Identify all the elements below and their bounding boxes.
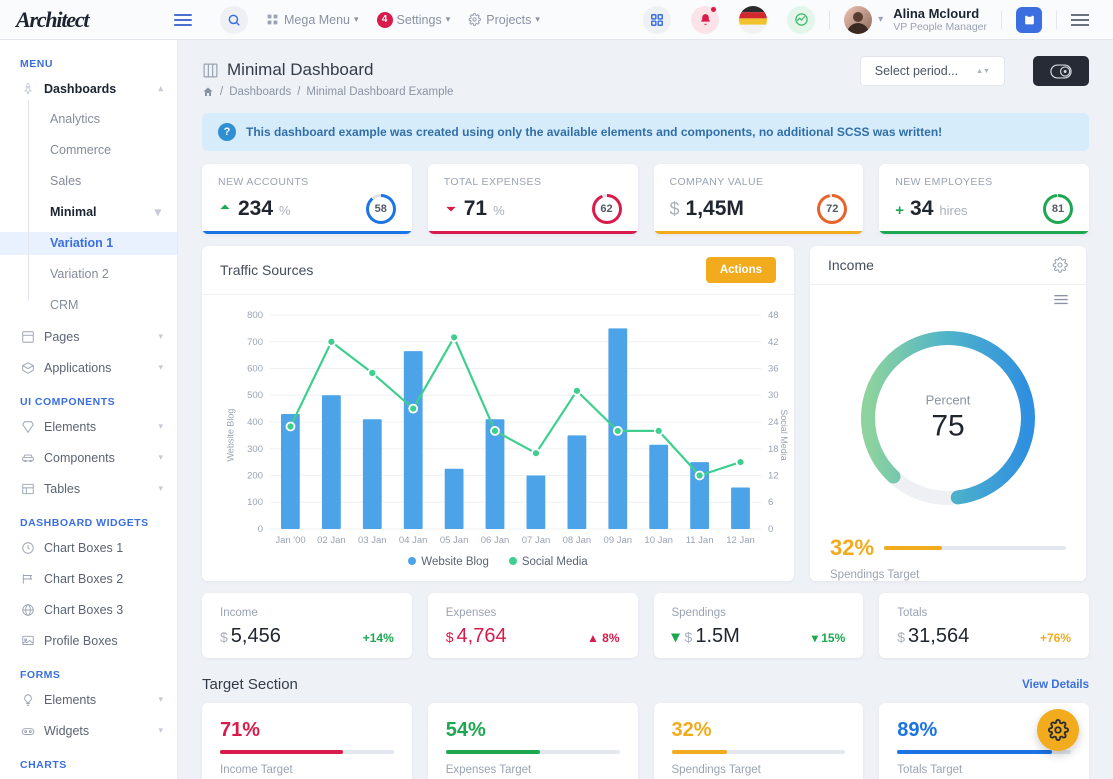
svg-text:12: 12	[768, 471, 779, 482]
svg-text:800: 800	[247, 310, 263, 321]
svg-text:05 Jan: 05 Jan	[440, 535, 469, 546]
svg-text:48: 48	[768, 310, 779, 321]
svg-text:07 Jan: 07 Jan	[522, 535, 551, 546]
svg-text:0: 0	[258, 524, 263, 535]
svg-text:08 Jan: 08 Jan	[563, 535, 592, 546]
svg-text:24: 24	[768, 417, 779, 428]
svg-text:6: 6	[768, 497, 773, 508]
svg-text:42: 42	[768, 337, 779, 348]
svg-text:0: 0	[768, 524, 773, 535]
svg-text:04 Jan: 04 Jan	[399, 535, 428, 546]
svg-text:09 Jan: 09 Jan	[604, 535, 633, 546]
svg-text:36: 36	[768, 364, 779, 375]
svg-text:400: 400	[247, 417, 263, 428]
svg-text:03 Jan: 03 Jan	[358, 535, 387, 546]
svg-text:12 Jan: 12 Jan	[726, 535, 755, 546]
svg-text:11 Jan: 11 Jan	[686, 535, 714, 546]
svg-text:18: 18	[768, 444, 779, 455]
svg-text:100: 100	[247, 497, 263, 508]
svg-text:600: 600	[247, 364, 263, 375]
svg-text:Jan '00: Jan '00	[275, 535, 305, 546]
svg-text:06 Jan: 06 Jan	[481, 535, 510, 546]
svg-text:02 Jan: 02 Jan	[317, 535, 346, 546]
svg-text:700: 700	[247, 337, 263, 348]
svg-text:30: 30	[768, 390, 779, 401]
svg-text:300: 300	[247, 444, 263, 455]
svg-text:10 Jan: 10 Jan	[644, 535, 673, 546]
svg-text:500: 500	[247, 390, 263, 401]
svg-text:200: 200	[247, 471, 263, 482]
